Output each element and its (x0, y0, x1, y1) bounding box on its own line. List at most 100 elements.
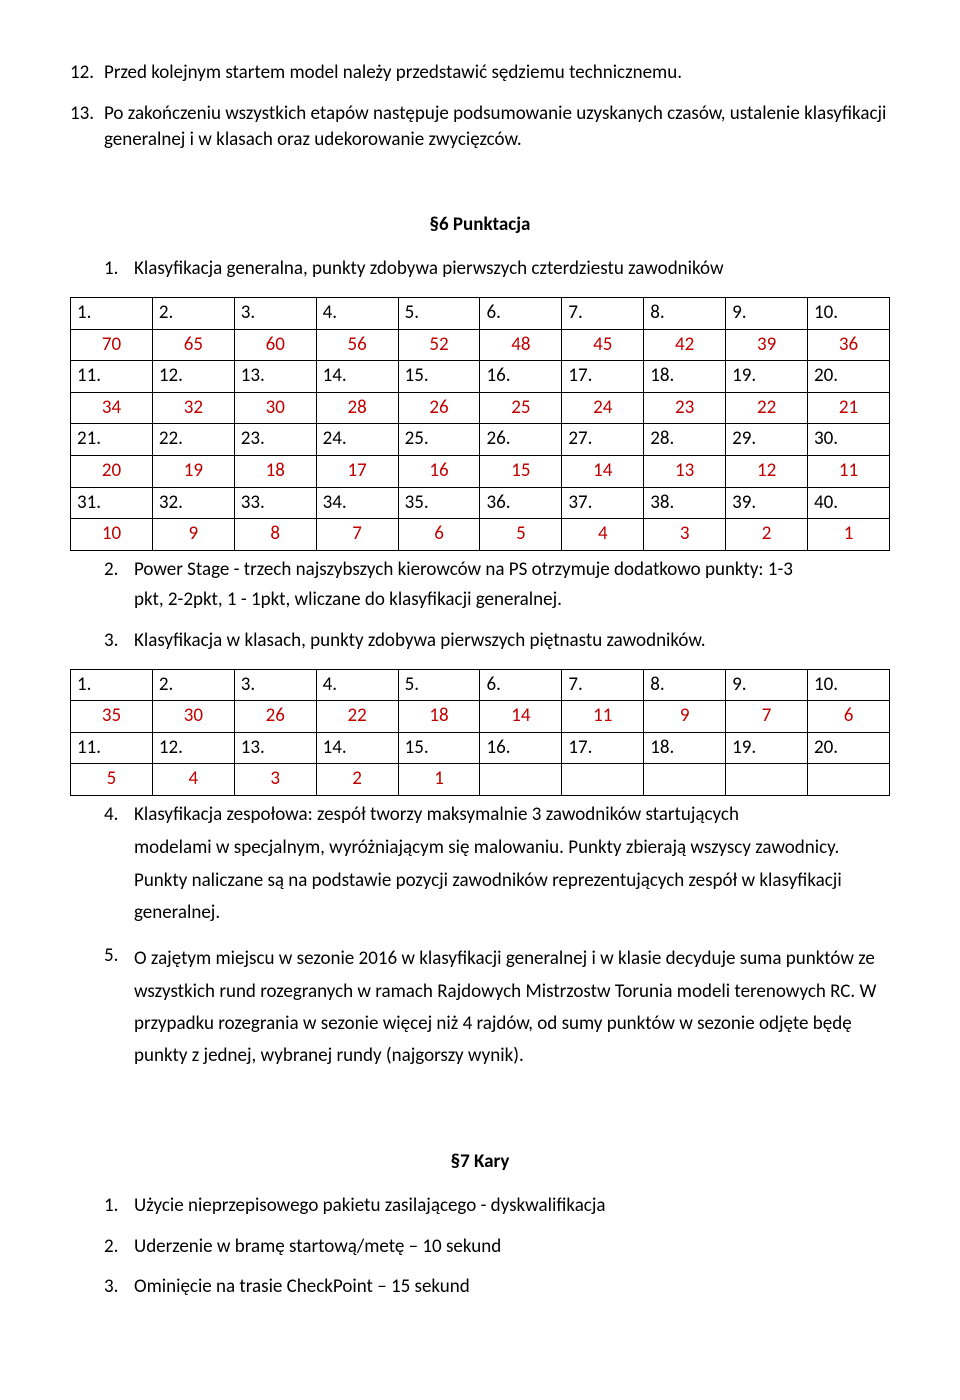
points-cell: 6 (398, 519, 480, 551)
points-cell: 45 (562, 329, 644, 361)
position-cell: 27. (562, 424, 644, 456)
points-cell: 14 (562, 455, 644, 487)
points-cell: 9 (152, 519, 234, 551)
points-cell: 70 (71, 329, 153, 361)
list-item-12: 12. Przed kolejnym startem model należy … (70, 60, 890, 87)
position-cell: 22. (152, 424, 234, 456)
position-cell: 2. (152, 297, 234, 329)
points-cell: 23 (644, 392, 726, 424)
position-cell: 34. (316, 487, 398, 519)
points-cell: 7 (316, 519, 398, 551)
points-cell: 14 (480, 701, 562, 733)
position-cell: 10. (808, 669, 890, 701)
points-cell: 6 (808, 701, 890, 733)
points-cell: 65 (152, 329, 234, 361)
position-cell: 4. (316, 297, 398, 329)
points-cell: 1 (808, 519, 890, 551)
position-cell: 36. (480, 487, 562, 519)
position-cell: 7. (562, 297, 644, 329)
item-text-cont: pkt, 2-2pkt, 1 - 1pkt, wliczane do klasy… (70, 587, 890, 614)
position-cell: 6. (480, 669, 562, 701)
section6-item-3: 3. Klasyfikacja w klasach, punkty zdobyw… (70, 628, 890, 655)
points-table-general: 1.2.3.4.5.6.7.8.9.10.7065605652484542393… (70, 297, 890, 551)
position-cell: 35. (398, 487, 480, 519)
position-cell: 8. (644, 297, 726, 329)
points-cell: 19 (152, 455, 234, 487)
position-cell: 3. (234, 669, 316, 701)
position-cell: 33. (234, 487, 316, 519)
position-cell: 18. (644, 732, 726, 764)
points-table-classes: 1.2.3.4.5.6.7.8.9.10.3530262218141197611… (70, 669, 890, 796)
points-cell: 11 (562, 701, 644, 733)
table-row: 34323028262524232221 (71, 392, 890, 424)
position-cell: 15. (398, 361, 480, 393)
section6-item-2: 2. Power Stage - trzech najszybszych kie… (70, 557, 890, 584)
points-cell: 20 (71, 455, 153, 487)
points-cell (480, 764, 562, 796)
position-cell: 5. (398, 297, 480, 329)
points-cell: 4 (152, 764, 234, 796)
position-cell: 9. (726, 297, 808, 329)
item-text: Uderzenie w bramę startową/metę – 10 sek… (134, 1234, 890, 1261)
position-cell: 2. (152, 669, 234, 701)
item-number: 1. (104, 1193, 134, 1220)
points-cell: 36 (808, 329, 890, 361)
table-row: 31.32.33.34.35.36.37.38.39.40. (71, 487, 890, 519)
item-text: Klasyfikacja zespołowa: zespół tworzy ma… (134, 802, 890, 829)
points-cell: 32 (152, 392, 234, 424)
section7-item-3: 3. Ominięcie na trasie CheckPoint – 15 s… (70, 1274, 890, 1301)
points-cell: 52 (398, 329, 480, 361)
position-cell: 3. (234, 297, 316, 329)
position-cell: 17. (562, 732, 644, 764)
position-cell: 11. (71, 732, 153, 764)
position-cell: 7. (562, 669, 644, 701)
item-text: Power Stage - trzech najszybszych kierow… (134, 557, 890, 584)
points-cell: 13 (644, 455, 726, 487)
points-cell: 30 (152, 701, 234, 733)
points-cell: 12 (726, 455, 808, 487)
section-7-title: §7 Kary (70, 1149, 890, 1176)
item-text: Przed kolejnym startem model należy prze… (104, 60, 890, 87)
item-text: Ominięcie na trasie CheckPoint – 15 seku… (134, 1274, 890, 1301)
position-cell: 9. (726, 669, 808, 701)
points-cell: 1 (398, 764, 480, 796)
position-cell: 16. (480, 732, 562, 764)
item-text: Klasyfikacja generalna, punkty zdobywa p… (134, 256, 890, 283)
position-cell: 14. (316, 732, 398, 764)
item-number: 3. (104, 1274, 134, 1301)
position-cell: 11. (71, 361, 153, 393)
points-cell: 28 (316, 392, 398, 424)
section7-item-2: 2. Uderzenie w bramę startową/metę – 10 … (70, 1234, 890, 1261)
table-row: 20191817161514131211 (71, 455, 890, 487)
item-text: Po zakończeniu wszystkich etapów następu… (104, 101, 890, 154)
points-cell: 11 (808, 455, 890, 487)
section-6-title: §6 Punktacja (70, 212, 890, 239)
position-cell: 39. (726, 487, 808, 519)
points-cell (562, 764, 644, 796)
points-cell: 39 (726, 329, 808, 361)
position-cell: 28. (644, 424, 726, 456)
points-cell: 9 (644, 701, 726, 733)
points-cell: 34 (71, 392, 153, 424)
position-cell: 40. (808, 487, 890, 519)
points-cell: 56 (316, 329, 398, 361)
position-cell: 18. (644, 361, 726, 393)
position-cell: 1. (71, 297, 153, 329)
item-number: 4. (104, 802, 134, 829)
position-cell: 10. (808, 297, 890, 329)
position-cell: 29. (726, 424, 808, 456)
item-number: 2. (104, 1234, 134, 1261)
position-cell: 25. (398, 424, 480, 456)
position-cell: 14. (316, 361, 398, 393)
points-cell (726, 764, 808, 796)
position-cell: 13. (234, 732, 316, 764)
table-row: 35302622181411976 (71, 701, 890, 733)
item-text: Klasyfikacja w klasach, punkty zdobywa p… (134, 628, 890, 655)
points-cell: 2 (726, 519, 808, 551)
list-item-13: 13. Po zakończeniu wszystkich etapów nas… (70, 101, 890, 154)
points-cell (644, 764, 726, 796)
position-cell: 16. (480, 361, 562, 393)
position-cell: 24. (316, 424, 398, 456)
section7-item-1: 1. Użycie nieprzepisowego pakietu zasila… (70, 1193, 890, 1220)
position-cell: 19. (726, 361, 808, 393)
